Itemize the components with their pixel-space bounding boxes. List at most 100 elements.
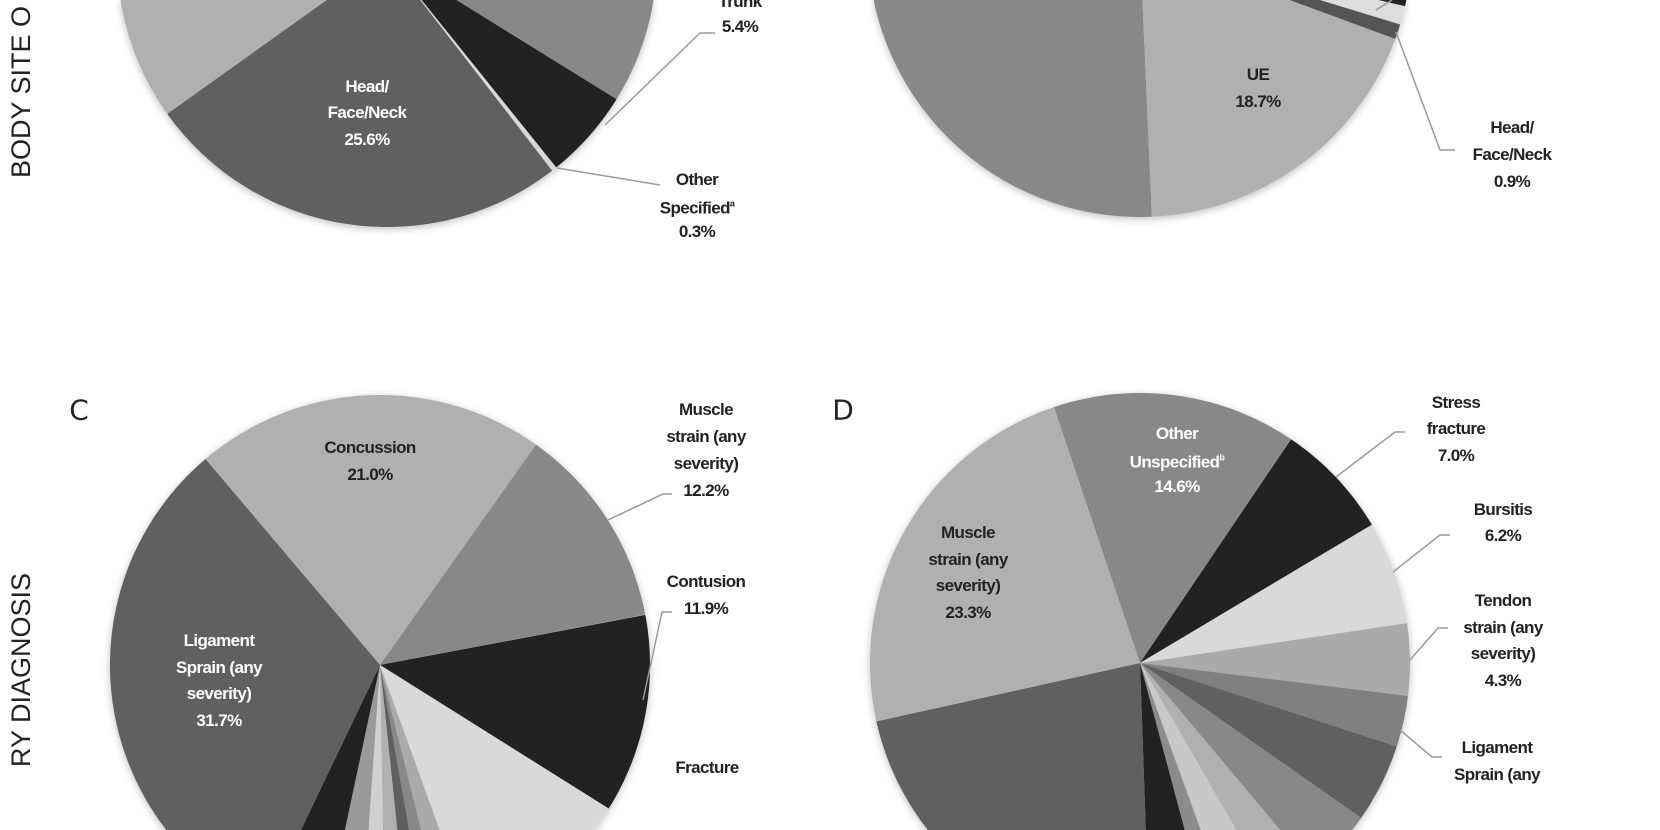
leader-line-head-face-neck-b [1395,31,1455,151]
value-other-specified: 0.3% [678,222,716,241]
pie-slice-unlabeled [873,0,1152,217]
panel-label-d: D [832,393,854,427]
pie-slice-unlabeled [1140,663,1397,818]
pie-chart-b [873,0,1407,217]
label-text: Specified [659,198,731,218]
label-head-face-neck-b: Head/ [1490,118,1534,137]
label-ue: UE [1246,65,1270,84]
label-head-face-neck-b-2: Face/Neck [1472,145,1552,164]
value-head-face-neck-b: 0.9% [1493,172,1531,191]
pie-slice-unlabeled [368,665,383,830]
row-title-bottom: RY DIAGNOSIS [6,573,36,767]
label-tendon-strain-2: strain (any [1463,618,1543,637]
leader-line-trunk [604,32,715,126]
label-ligament-sprain-c: Ligament [183,631,255,650]
label-tendon-strain-3: severity) [1470,644,1536,663]
label-muscle-strain-c-3: severity) [673,454,739,473]
label-muscle-strain-c: Muscle [678,400,734,419]
pie-slice-other-specified [420,0,557,171]
pie-slice-ligament-sprain-any-severity [110,459,380,830]
label-head-face-neck-a-2: Face/Neck [327,103,407,122]
pie-slice-unlabeled [876,663,1146,830]
pie-slice-muscle-strain-any-severity [870,407,1140,722]
leader-line-tendon-strain [1409,627,1448,661]
pie-slice-unlabeled [1140,663,1237,830]
pie-slice-unlabeled [380,665,422,830]
leader-line-contusion [642,611,672,701]
panel-label-c: C [69,393,89,427]
footnote-marker: b [1219,452,1225,463]
pie-slice-bursitis [1140,524,1407,663]
label-other-unspecified: Other [1155,424,1199,443]
value-stress-fracture: 7.0% [1437,446,1475,465]
pie-slice-ligament-sprain-any [1140,663,1408,747]
pie-slice-unlabeled [456,0,654,100]
label-concussion: Concussion [324,438,416,457]
pie-slice-other-unspecified [1053,393,1291,663]
value-head-face-neck-a: 25.6% [344,130,390,149]
pie-slice-unlabeled [1140,663,1362,830]
label-fracture: Fracture [675,758,739,777]
footnote-marker: a [729,198,735,209]
label-trunk: Trunk [718,0,762,11]
value-ligament-sprain-c: 31.7% [196,711,242,730]
pie-slice-unlabeled [300,665,380,830]
label-tendon-strain: Tendon [1474,591,1532,610]
pie-slice-head-face-neck [167,0,553,227]
label-ligament-sprain-c-2: Sprain (any [176,658,263,677]
pie-slice-stress-fracture [1140,439,1372,663]
label-head-face-neck-a: Head/ [345,77,389,96]
pie-slice-unlabeled [380,665,410,830]
label-muscle-strain-c-2: strain (any [666,427,746,446]
value-bursitis: 6.2% [1484,526,1522,545]
label-ligament-sprain-d: Ligament [1461,738,1533,757]
pie-slice-unlabeled [1378,0,1407,7]
leader-line-bursitis [1392,534,1450,573]
value-contusion: 11.9% [683,599,729,618]
leader-line-top-b [1375,0,1393,11]
label-text: Unspecified [1129,452,1220,472]
pie-slice-unlabeled [120,0,327,114]
label-ligament-sprain-d-2: Sprain (any [1454,765,1541,784]
label-muscle-strain-d: Muscle [940,523,996,542]
pie-slice-trunk [421,0,617,168]
label-stress-fracture-2: fracture [1426,419,1486,438]
pie-chart-c [110,395,650,830]
leader-line-other-specified [556,167,661,186]
value-trunk: 5.4% [721,17,759,36]
row-title-top: BODY SITE O [6,6,36,178]
label-other-unspecified-2: Unspecifiedb [1130,448,1225,473]
pie-chart-a [120,0,654,227]
pie-slice-unlabeled [1140,663,1185,830]
label-other-specified: Other [675,170,719,189]
value-other-unspecified: 14.6% [1154,477,1200,496]
pie-chart-d [870,393,1410,830]
pie-slice-head-face-neck [1289,0,1401,40]
value-ue: 18.7% [1235,92,1281,111]
label-muscle-strain-d-3: severity) [935,576,1001,595]
pie-slice-unlabeled [344,665,380,830]
leader-line-muscle-strain-c [607,493,672,521]
value-concussion: 21.0% [347,465,393,484]
pie-slice-concussion [205,395,536,665]
label-muscle-strain-d-2: strain (any [928,550,1008,569]
pie-slice-tendon-strain-any-severity [1140,623,1410,696]
label-contusion: Contusion [666,572,746,591]
pie-slice-unlabeled [380,665,398,830]
leader-line-stress-fracture [1335,431,1405,478]
pie-slice-unlabeled [1319,0,1405,25]
value-tendon-strain: 4.3% [1484,671,1522,690]
pie-slice-ue [1142,0,1396,217]
label-stress-fracture: Stress [1431,393,1481,412]
leader-lines [556,0,1455,758]
label-ligament-sprain-c-3: severity) [186,684,252,703]
pie-slice-fracture [380,665,609,830]
pie-slice-unlabeled [1140,663,1201,830]
value-muscle-strain-c: 12.2% [683,481,729,500]
leader-line-ligament-sprain-d [1399,729,1442,758]
value-muscle-strain-d: 23.3% [945,603,991,622]
pie-slice-contusion [380,614,650,809]
pie-slice-unlabeled [1140,663,1281,830]
label-other-specified-2: Specifieda [660,194,735,219]
